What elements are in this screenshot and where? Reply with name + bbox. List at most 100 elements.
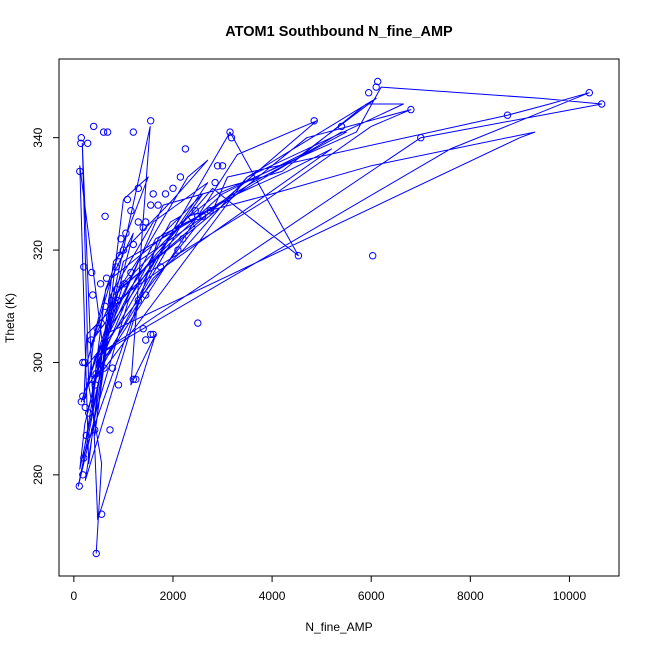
- data-point: [90, 122, 98, 131]
- data-point: [80, 454, 88, 462]
- data-point: [75, 482, 84, 490]
- data-point: [294, 252, 303, 260]
- data-point: [103, 347, 112, 355]
- data-point: [79, 392, 87, 400]
- data-point: [115, 252, 124, 260]
- data-point: [84, 139, 92, 148]
- data-point: [598, 100, 606, 108]
- data-point: [169, 184, 177, 193]
- data-point: [117, 235, 125, 243]
- data-point: [417, 134, 425, 142]
- data-point: [122, 229, 130, 237]
- data-point: [76, 167, 84, 176]
- data-point: [87, 375, 95, 383]
- x-axis-label: N_fine_AMP: [305, 620, 372, 634]
- data-point: [142, 336, 150, 344]
- y-axis: 280 300 320 340: [31, 127, 60, 485]
- series-line: [77, 86, 603, 554]
- data-point: [161, 190, 170, 198]
- data-point: [134, 218, 143, 226]
- x-axis: 0 2000 4000 6000 8000 10000: [71, 575, 587, 603]
- data-point: [85, 409, 93, 417]
- data-point: [127, 207, 135, 215]
- data-point: [108, 364, 117, 372]
- data-point: [80, 263, 88, 271]
- y-tick-label: 300: [31, 352, 45, 372]
- x-tick-label: 8000: [457, 589, 484, 603]
- data-point: [174, 246, 182, 254]
- x-tick-label: 6000: [358, 589, 385, 603]
- data-point: [156, 263, 165, 271]
- data-point: [194, 319, 202, 327]
- y-tick-label: 340: [31, 127, 45, 147]
- data-point: [149, 330, 157, 339]
- data-point: [129, 128, 138, 136]
- data-point: [81, 358, 89, 367]
- data-point: [206, 207, 214, 215]
- data-point: [103, 128, 112, 136]
- y-tick-label: 320: [31, 240, 45, 260]
- data-point: [154, 201, 162, 209]
- data-point: [218, 162, 227, 170]
- data-point: [87, 336, 95, 344]
- data-point: [106, 426, 114, 434]
- data-point: [101, 212, 109, 221]
- data-point: [97, 510, 106, 518]
- data-point: [199, 212, 207, 221]
- data-point: [142, 291, 150, 299]
- data-point: [139, 325, 147, 333]
- data-point: [132, 375, 140, 383]
- data-point: [93, 325, 101, 333]
- data-point: [503, 111, 512, 119]
- series-lines: [77, 86, 603, 554]
- data-point: [113, 296, 122, 305]
- chart-title: ATOM1 Southbound N_fine_AMP: [225, 24, 453, 40]
- data-point: [365, 89, 373, 97]
- data-point: [369, 252, 377, 260]
- data-point: [92, 549, 100, 558]
- data-point: [407, 105, 415, 114]
- data-point: [226, 128, 234, 136]
- data-point: [310, 117, 318, 125]
- x-tick-label: 0: [71, 589, 78, 603]
- data-point: [91, 381, 99, 389]
- x-tick-label: 2000: [160, 589, 187, 603]
- data-point: [97, 319, 105, 327]
- data-point: [134, 184, 143, 193]
- y-tick-label: 280: [31, 465, 45, 485]
- data-point: [337, 122, 346, 131]
- data-point: [127, 268, 135, 277]
- x-tick-label: 10000: [553, 589, 587, 603]
- data-point: [181, 145, 190, 153]
- data-point: [123, 195, 132, 204]
- data-point: [96, 280, 105, 288]
- data-point: [134, 296, 143, 305]
- data-point: [81, 403, 90, 412]
- data-point: [99, 128, 108, 136]
- data-point: [100, 364, 108, 372]
- data-point: [147, 201, 155, 209]
- data-point: [114, 381, 123, 389]
- data-point: [176, 173, 185, 181]
- data-point: [119, 246, 128, 254]
- data-point: [179, 235, 187, 243]
- data-point: [89, 291, 97, 299]
- data-point: [120, 280, 129, 288]
- data-point: [585, 89, 593, 97]
- data-point: [101, 302, 109, 310]
- data-point: [77, 134, 86, 142]
- data-point: [374, 77, 382, 86]
- data-point: [147, 117, 155, 125]
- data-point: [82, 431, 91, 440]
- data-point: [91, 426, 99, 434]
- data-point: [213, 162, 222, 170]
- data-point: [112, 285, 121, 294]
- data-point: [211, 178, 219, 187]
- data-point: [88, 268, 96, 277]
- data-point: [102, 274, 111, 282]
- data-point: [112, 263, 120, 271]
- data-point: [129, 240, 138, 249]
- data-point: [142, 218, 150, 226]
- data-point: [149, 190, 157, 198]
- data-point: [191, 207, 200, 215]
